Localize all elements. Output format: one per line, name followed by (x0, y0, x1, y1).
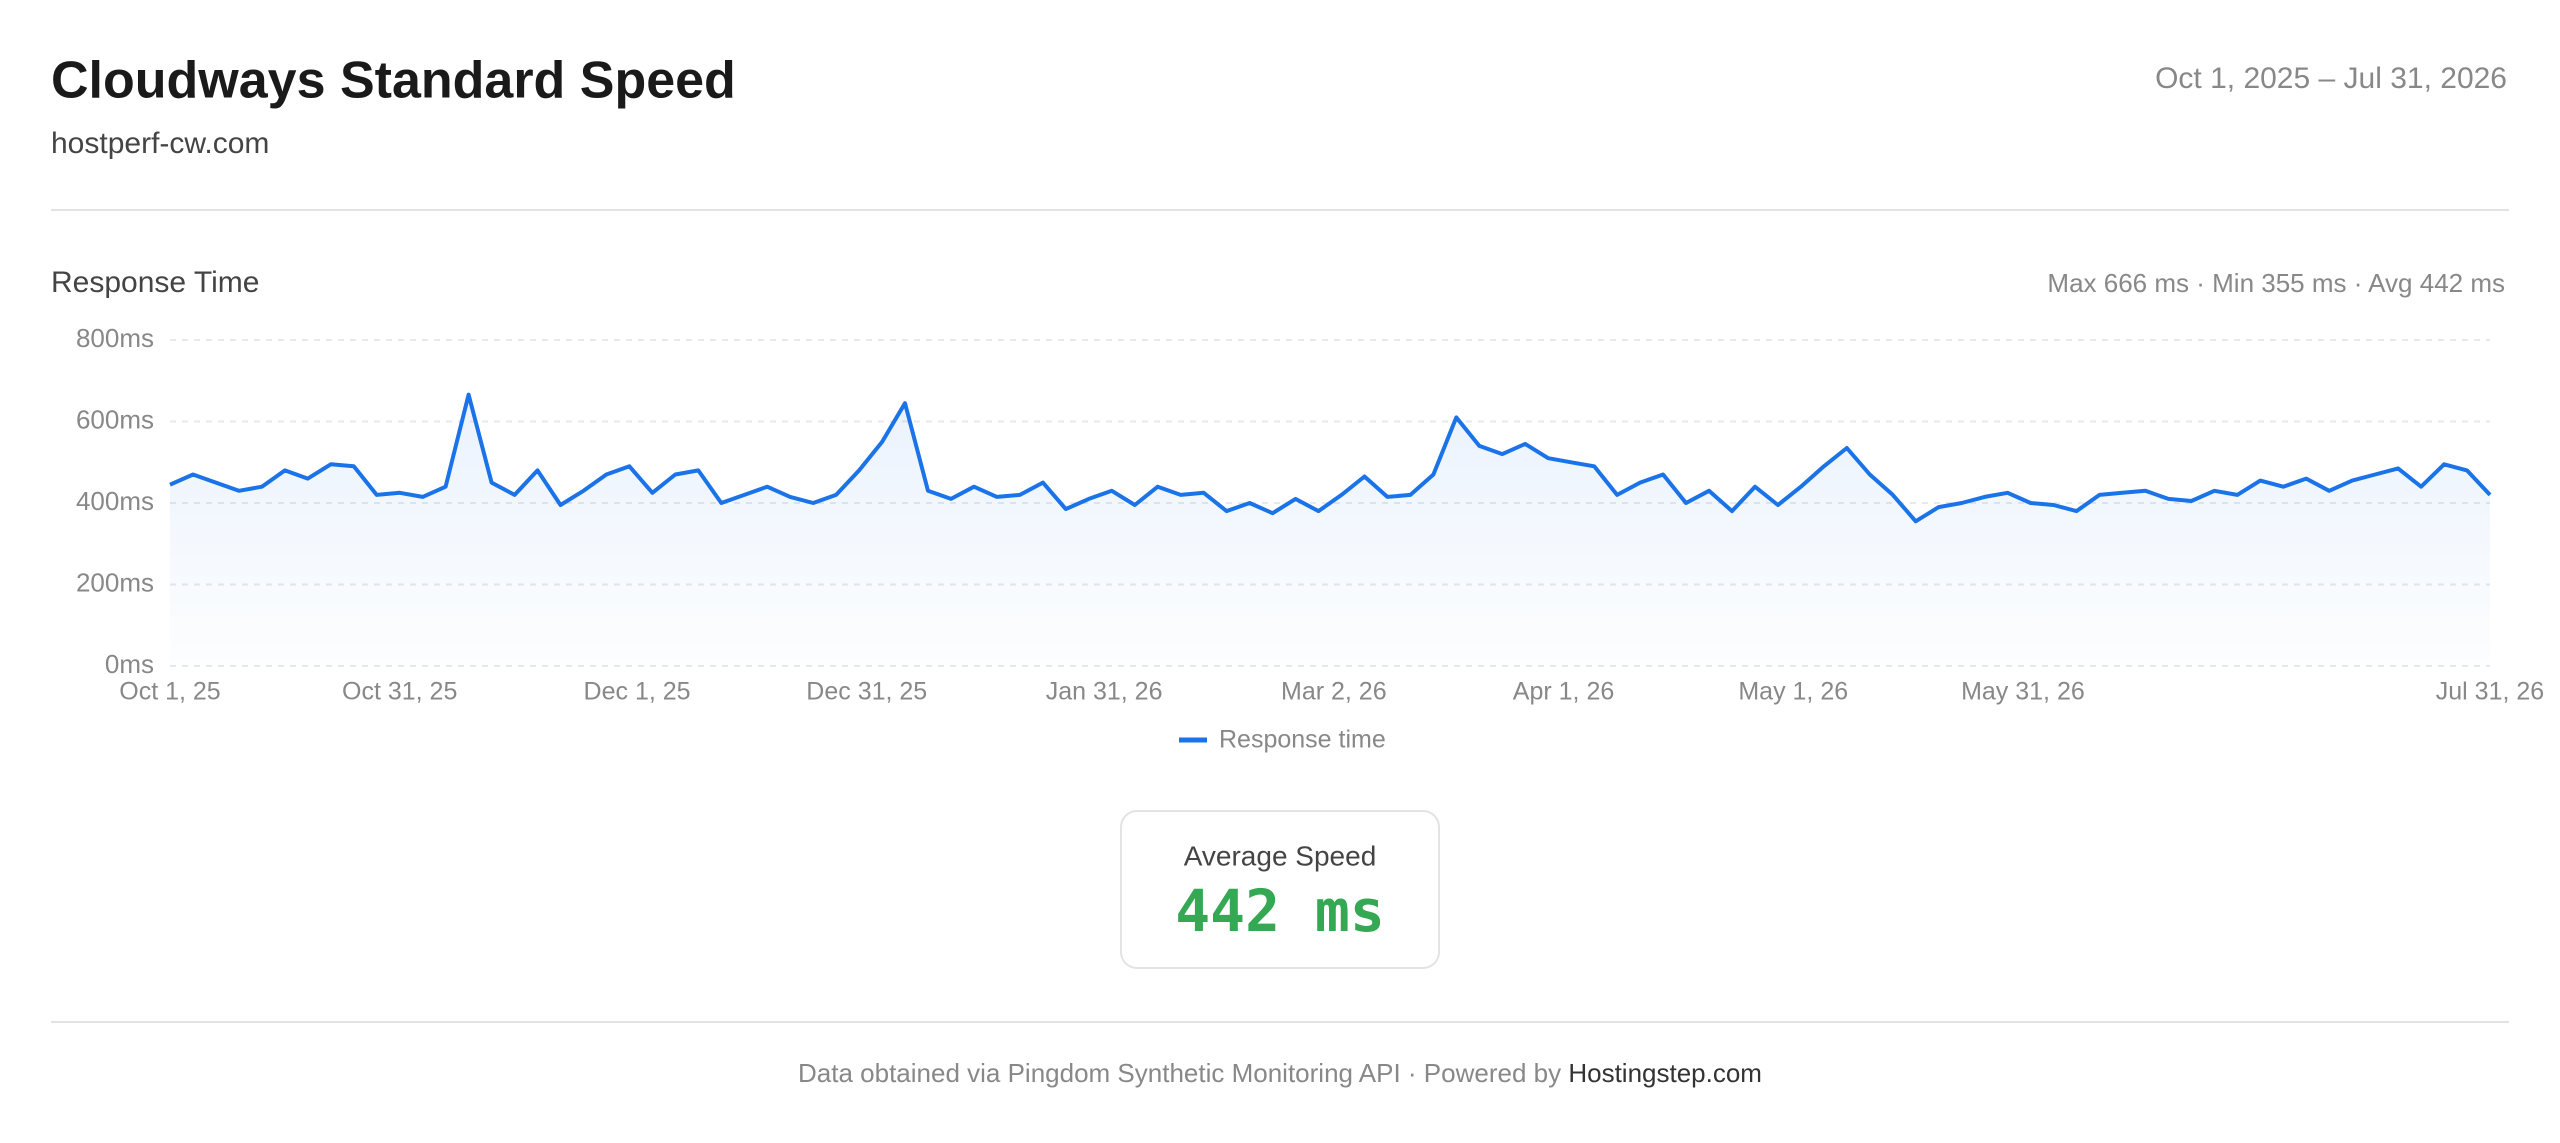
x-tick-label: Apr 1, 26 (1513, 678, 1614, 706)
footer: Data obtained via Pingdom Synthetic Moni… (798, 1058, 1762, 1088)
x-tick-label: Oct 31, 25 (342, 678, 457, 706)
line (169, 392, 2492, 524)
summary-card (1120, 810, 1440, 969)
chart-title: Response Time (51, 266, 259, 299)
footer-link[interactable]: Hostingstep.com (1568, 1058, 1762, 1088)
y-tick-label: 400ms (76, 486, 154, 516)
chart-stats: Max 666 ms · Min 355 ms · Avg 442 ms (2047, 268, 2505, 298)
summary-label: Average Speed (1184, 840, 1377, 871)
x-tick-label: Jan 31, 26 (1046, 678, 1163, 706)
y-tick-label: 0ms (105, 649, 154, 679)
x-tick-label: Dec 31, 25 (806, 678, 927, 706)
x-tick-label: May 1, 26 (1738, 678, 1848, 706)
y-tick-label: 200ms (76, 567, 154, 597)
area (170, 394, 2490, 666)
legend-label: Response time (1219, 726, 1386, 754)
date-range: Oct 1, 2025 – Jul 31, 2026 (2155, 62, 2507, 95)
y-tick-label: 800ms (76, 323, 154, 353)
footer-text: Data obtained via Pingdom Synthetic Moni… (798, 1058, 1568, 1088)
x-tick-label: Mar 2, 26 (1281, 678, 1387, 706)
x-tick-label: Jul 31, 26 (2436, 678, 2544, 706)
x-tick-label: Dec 1, 25 (584, 678, 691, 706)
x-tick-label: Oct 1, 25 (119, 678, 220, 706)
y-tick-label: 600ms (76, 404, 154, 434)
subtitle: hostperf-cw.com (51, 127, 269, 160)
page-title: Cloudways Standard Speed (51, 52, 736, 110)
plot: 0ms 200ms 400ms 600ms 800ms Oct 1, 25 Oct 31, … (76, 323, 2544, 754)
summary-value: 442 ms (1175, 877, 1385, 945)
x-tick-label: May 31, 26 (1961, 678, 2085, 706)
